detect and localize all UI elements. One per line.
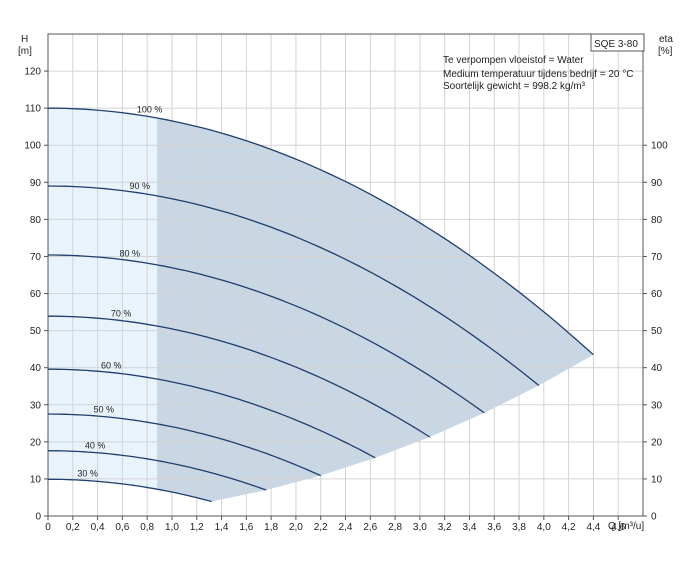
- speed-curve: [47, 185, 540, 387]
- x-tick-label: 1,2: [190, 522, 204, 533]
- x-tick-label: 2,8: [388, 522, 402, 533]
- right-tick-label: 70: [651, 252, 663, 263]
- x-tick-label: 3,8: [512, 522, 526, 533]
- left-tick-label: 70: [30, 252, 42, 263]
- left-tick-label: 110: [25, 104, 41, 115]
- x-tick-label: 2,2: [314, 522, 328, 533]
- right-tick-label: 80: [651, 215, 663, 226]
- left-axis-ticks: 0 10 20 30 40 50 60 70 80 90 100 110 120: [24, 67, 48, 523]
- x-tick-label: 0,2: [66, 522, 80, 533]
- left-tick-label: 100: [24, 141, 41, 152]
- curves: 100 % 90 % 80 % 70 % 60 % 50 % 40 % 30 %: [47, 105, 594, 503]
- x-tick-label: 3,2: [438, 522, 452, 533]
- left-tick-label: 0: [35, 512, 41, 523]
- x-tick-label: 4,4: [586, 522, 600, 533]
- left-tick-label: 60: [30, 289, 42, 300]
- left-tick-label: 50: [30, 326, 42, 337]
- curve-label: 80 %: [120, 249, 141, 259]
- info-line-density: Soortelijk gewicht = 998.2 kg/m³: [443, 81, 586, 92]
- right-tick-label: 100: [651, 141, 668, 152]
- pump-label: SQE 3-80: [594, 39, 638, 50]
- x-tick-label: 0: [45, 522, 51, 533]
- curve-label: 40 %: [85, 441, 106, 451]
- curve-label: 50 %: [94, 405, 115, 415]
- right-tick-label: 0: [651, 512, 657, 523]
- left-axis-label-unit: [m]: [18, 46, 32, 57]
- right-tick-label: 10: [651, 474, 663, 485]
- x-tick-label: 3,4: [463, 522, 477, 533]
- info-line-temperature: Medium temperatuur tijdens bedrijf = 20 …: [443, 69, 633, 80]
- right-tick-label: 30: [651, 400, 663, 411]
- x-tick-label: 1,4: [215, 522, 229, 533]
- x-tick-label: 2,4: [339, 522, 353, 533]
- x-tick-label: 1,6: [239, 522, 253, 533]
- info-line-fluid: Te verpompen vloeistof = Water: [443, 55, 584, 66]
- right-axis-label-eta: eta: [659, 34, 673, 45]
- speed-curve: [48, 315, 431, 438]
- right-tick-label: 40: [651, 363, 663, 374]
- left-tick-label: 80: [30, 215, 42, 226]
- pump-label-box: [590, 33, 645, 52]
- x-tick-label: 1,8: [264, 522, 278, 533]
- right-tick-label: 20: [651, 437, 663, 448]
- left-tick-label: 10: [30, 474, 42, 485]
- curve-label: 30 %: [77, 469, 98, 479]
- right-tick-label: 50: [651, 326, 663, 337]
- x-tick-label: 2,0: [289, 522, 303, 533]
- left-tick-label: 30: [30, 400, 42, 411]
- x-tick-label: 0,6: [115, 522, 129, 533]
- curve-label: 90 %: [129, 181, 150, 191]
- x-tick-label: 1,0: [165, 522, 179, 533]
- x-tick-label: 4,2: [562, 522, 576, 533]
- curve-label: 100 %: [137, 105, 163, 115]
- x-tick-label: 3,6: [487, 522, 501, 533]
- right-tick-label: 90: [651, 178, 663, 189]
- right-axis-ticks: 0 10 20 30 40 50 60 70 80 90 100: [643, 141, 668, 523]
- speed-curve: [48, 368, 376, 459]
- speed-curve: [47, 450, 267, 491]
- speed-curve: [48, 254, 485, 414]
- left-tick-label: 40: [30, 363, 42, 374]
- x-tick-label: 0,4: [91, 522, 105, 533]
- x-tick-label: 4,6: [611, 522, 625, 533]
- low-flow-zone: [48, 108, 158, 502]
- speed-curve: [48, 107, 594, 356]
- curve-label: 70 %: [111, 309, 132, 319]
- x-axis-label: Q [m³/u]: [608, 521, 644, 532]
- x-axis-ticks: 0 0,2 0,4 0,6 0,8 1,0 1,2 1,4 1,6 1,8 2,0 2,2 2,4 2,6…: [45, 516, 626, 533]
- x-tick-label: 4,0: [537, 522, 551, 533]
- x-tick-label: 0,8: [140, 522, 154, 533]
- left-tick-label: 90: [30, 178, 42, 189]
- speed-curve: [48, 478, 212, 503]
- curve-label: 60 %: [101, 360, 122, 370]
- left-axis-label-h: H: [21, 34, 28, 45]
- left-tick-label: 20: [30, 437, 42, 448]
- speed-curve: [47, 413, 321, 477]
- left-tick-label: 120: [24, 67, 41, 78]
- right-tick-label: 60: [651, 289, 663, 300]
- x-tick-label: 3,0: [413, 522, 427, 533]
- right-axis-label-unit: [%]: [658, 46, 673, 57]
- x-tick-label: 2,6: [363, 522, 377, 533]
